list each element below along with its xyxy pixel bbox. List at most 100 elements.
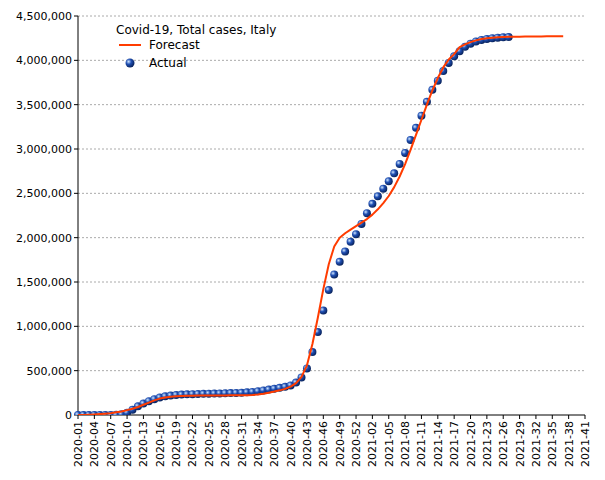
- actual-point: [390, 169, 398, 177]
- actual-point: [341, 248, 349, 256]
- legend-swatch: [126, 59, 135, 68]
- x-tick-label: 2021-05: [383, 421, 396, 467]
- x-tick-label: 2021-26: [497, 421, 510, 467]
- x-tick: [225, 415, 226, 419]
- x-tick: [127, 415, 128, 419]
- x-tick: [159, 415, 160, 419]
- x-tick-label: 2020-16: [154, 421, 167, 467]
- x-tick: [405, 415, 406, 419]
- x-tick-label: 2020-04: [88, 421, 101, 467]
- y-tick: [74, 149, 78, 150]
- x-tick-label: 2021-32: [530, 421, 543, 467]
- actual-point: [374, 192, 382, 200]
- x-tick-label: 2020-19: [170, 421, 183, 467]
- grid-line: [78, 104, 585, 105]
- x-tick-label: 2020-31: [236, 421, 249, 467]
- y-tick-label: 1,500,000: [16, 276, 72, 289]
- x-tick-label: 2020-01: [72, 421, 85, 467]
- x-tick: [257, 415, 258, 419]
- x-tick: [274, 415, 275, 419]
- x-tick-label: 2020-40: [285, 421, 298, 467]
- actual-point: [379, 185, 387, 193]
- x-tick: [372, 415, 373, 419]
- legend-swatch: [119, 44, 141, 46]
- y-tick: [74, 282, 78, 283]
- x-tick-label: 2020-37: [268, 421, 281, 467]
- x-tick: [323, 415, 324, 419]
- chart: 0 500,000 1,000,000 1,500,000 2,000,000 2,500…: [0, 0, 605, 480]
- x-tick: [290, 415, 291, 419]
- y-tick: [74, 237, 78, 238]
- x-tick-label: 2021-35: [546, 421, 559, 467]
- x-tick: [110, 415, 111, 419]
- x-tick: [486, 415, 487, 419]
- x-tick-label: 2021-17: [448, 421, 461, 467]
- x-tick-label: 2021-38: [563, 421, 576, 467]
- x-tick: [454, 415, 455, 419]
- actual-point: [325, 286, 333, 294]
- x-tick-label: 2021-14: [432, 421, 445, 467]
- y-tick: [74, 370, 78, 371]
- x-tick: [568, 415, 569, 419]
- x-tick-label: 2020-13: [137, 421, 150, 467]
- x-tick: [421, 415, 422, 419]
- x-tick-label: 2020-07: [105, 421, 118, 467]
- x-tick-label: 2021-08: [399, 421, 412, 467]
- x-tick: [437, 415, 438, 419]
- y-tick: [74, 60, 78, 61]
- y-tick-label: 0: [65, 409, 72, 422]
- grid-line: [78, 193, 585, 194]
- legend-label: Forecast: [149, 38, 200, 52]
- x-tick-label: 2020-10: [121, 421, 134, 467]
- x-tick-label: 2020-49: [334, 421, 347, 467]
- x-tick: [519, 415, 520, 419]
- actual-point: [352, 230, 360, 238]
- x-tick-label: 2020-43: [301, 421, 314, 467]
- y-tick-label: 3,000,000: [16, 143, 72, 156]
- actual-point: [368, 200, 376, 208]
- x-tick-label: 2021-02: [366, 421, 379, 467]
- actual-point: [347, 238, 355, 246]
- y-axis: [78, 16, 79, 415]
- grid-line: [78, 282, 585, 283]
- y-tick: [74, 16, 78, 17]
- x-tick: [552, 415, 553, 419]
- x-tick: [388, 415, 389, 419]
- x-tick: [143, 415, 144, 419]
- y-tick: [74, 326, 78, 327]
- x-tick-label: 2020-52: [350, 421, 363, 467]
- y-tick-label: 4,000,000: [16, 54, 72, 67]
- x-tick: [176, 415, 177, 419]
- x-tick: [306, 415, 307, 419]
- x-tick-label: 2020-46: [317, 421, 330, 467]
- grid-line: [78, 16, 585, 17]
- x-tick-label: 2021-41: [579, 421, 592, 467]
- actual-point: [330, 270, 338, 278]
- x-axis: [78, 415, 585, 416]
- y-tick-label: 4,500,000: [16, 10, 72, 23]
- plot-area: [74, 33, 563, 415]
- actual-point: [336, 258, 344, 266]
- x-tick-label: 2020-34: [252, 421, 265, 467]
- y-tick-label: 500,000: [27, 365, 73, 378]
- title: Covid-19, Total cases, Italy: [116, 23, 276, 37]
- x-tick-label: 2021-11: [415, 421, 428, 467]
- y-tick: [74, 104, 78, 105]
- x-tick: [339, 415, 340, 419]
- x-tick: [585, 415, 586, 419]
- y-tick-label: 1,000,000: [16, 320, 72, 333]
- y-tick-label: 2,000,000: [16, 232, 72, 245]
- x-tick: [503, 415, 504, 419]
- x-tick: [208, 415, 209, 419]
- y-tick: [74, 193, 78, 194]
- x-tick-label: 2020-28: [219, 421, 232, 467]
- x-tick: [192, 415, 193, 419]
- x-tick: [241, 415, 242, 419]
- x-tick-label: 2021-23: [481, 421, 494, 467]
- x-tick: [94, 415, 95, 419]
- y-tick-label: 2,500,000: [16, 187, 72, 200]
- x-tick-label: 2020-22: [186, 421, 199, 467]
- y-tick-label: 3,500,000: [16, 99, 72, 112]
- x-tick-label: 2020-25: [203, 421, 216, 467]
- grid-line: [78, 149, 585, 150]
